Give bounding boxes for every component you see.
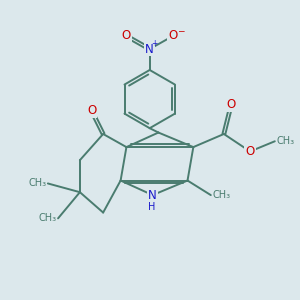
Text: CH₃: CH₃: [38, 213, 57, 224]
Text: O: O: [226, 98, 236, 111]
Text: H: H: [148, 202, 156, 212]
Text: +: +: [152, 39, 158, 48]
Text: O: O: [168, 29, 178, 43]
Text: O: O: [122, 29, 131, 43]
Text: N: N: [145, 43, 154, 56]
Text: N: N: [148, 189, 157, 202]
Text: O: O: [87, 104, 96, 117]
Text: CH₃: CH₃: [212, 190, 230, 200]
Text: O: O: [245, 145, 255, 158]
Text: CH₃: CH₃: [276, 136, 294, 146]
Text: CH₃: CH₃: [28, 178, 46, 188]
Text: −: −: [177, 26, 185, 35]
